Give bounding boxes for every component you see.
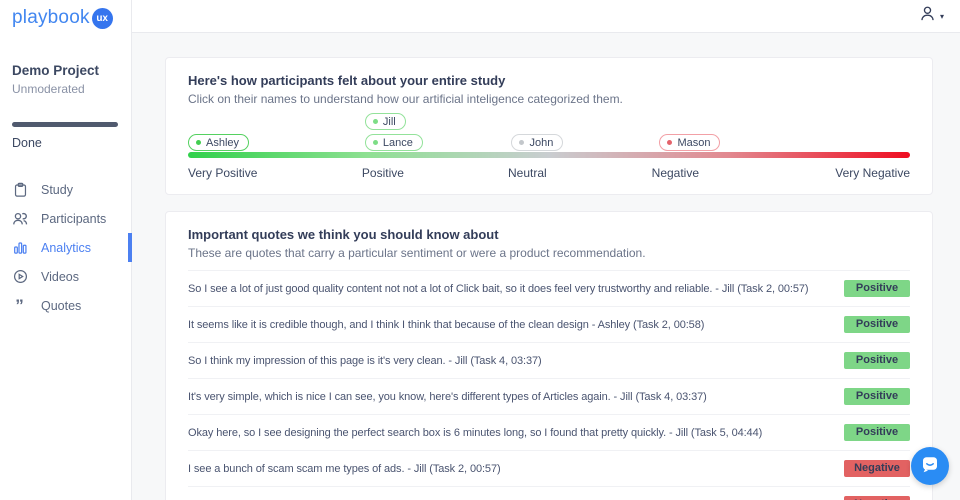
sidebar-item-label: Videos — [41, 269, 79, 284]
sentiment-card-title: Here's how participants felt about your … — [188, 73, 506, 88]
project-type: Unmoderated — [12, 82, 85, 96]
participant-name: Jill — [382, 115, 396, 128]
sidebar-item-study[interactable]: Study — [0, 175, 131, 204]
participant-name: John — [529, 136, 554, 149]
sidebar-item-label: Study — [41, 182, 73, 197]
sentiment-dot — [372, 140, 378, 145]
participant-chip-ashley[interactable]: Ashley — [188, 134, 250, 151]
scale-label-very-negative: Very Negative — [835, 166, 910, 180]
sentiment-badge: Negative — [844, 460, 910, 477]
sentiment-badge: Positive — [844, 424, 910, 441]
quotes-card: Important quotes we think you should kno… — [165, 211, 933, 500]
sidebar-item-participants[interactable]: Participants — [0, 204, 131, 233]
sentiment-badge: Negative — [844, 496, 910, 500]
logo-ux-badge: ux — [91, 7, 113, 29]
quote-text: It's very simple, which is nice I can se… — [188, 390, 707, 403]
quote-text: So I think my impression of this page is… — [188, 354, 542, 367]
sidebar: playbook ux Demo Project Unmoderated Don… — [0, 0, 132, 500]
participant-chip-mason[interactable]: Mason — [659, 134, 721, 151]
main-column: ▾ Here's how participants felt about you… — [132, 0, 960, 500]
chat-bubble-icon — [920, 454, 940, 479]
sentiment-badge: Positive — [844, 388, 910, 405]
sidebar-item-label: Analytics — [41, 240, 92, 255]
sidebar-item-quotes[interactable]: ” Quotes — [0, 291, 131, 320]
bar-chart-icon — [12, 240, 28, 256]
scale-label-negative: Negative — [651, 166, 700, 180]
sidebar-item-label: Participants — [41, 211, 107, 226]
project-info: Demo Project Unmoderated — [0, 29, 131, 96]
scale-label-neutral: Neutral — [507, 166, 547, 180]
person-icon — [918, 4, 937, 28]
sentiment-badge: Positive — [844, 316, 910, 333]
sentiment-badge: Positive — [844, 280, 910, 297]
main-content: Here's how participants felt about your … — [132, 33, 960, 500]
scale-label-positive: Positive — [361, 166, 404, 180]
participant-name: Mason — [677, 136, 711, 149]
clipboard-icon — [12, 182, 28, 198]
sentiment-scale-labels: Very Positive Positive Neutral Negative … — [188, 166, 910, 181]
quote-row: So I think my impression of this page is… — [188, 342, 910, 378]
quotes-card-subtitle: These are quotes that carry a particular… — [188, 246, 646, 260]
quote-row: I see a bunch of scam scam me types of a… — [188, 450, 910, 486]
participant-name: Lance — [382, 136, 413, 149]
top-bar: ▾ — [132, 0, 960, 33]
participant-chip-jill[interactable]: Jill — [364, 113, 406, 130]
sentiment-gradient-bar — [188, 152, 910, 158]
account-menu[interactable]: ▾ — [918, 4, 944, 28]
quote-row: So I see a lot of just good quality cont… — [188, 270, 910, 306]
sentiment-dot — [372, 119, 378, 124]
people-icon — [12, 211, 28, 227]
quote-row: So that's the one thing I find really fr… — [188, 486, 910, 500]
playbookux-logo[interactable]: playbook ux — [0, 0, 131, 29]
sentiment-dot — [667, 140, 673, 145]
quotes-card-title: Important quotes we think you should kno… — [188, 227, 499, 242]
scale-label-very-positive: Very Positive — [188, 166, 258, 180]
sentiment-card-subtitle: Click on their names to understand how o… — [188, 92, 623, 106]
sidebar-item-videos[interactable]: Videos — [0, 262, 131, 291]
quote-row: Okay here, so I see designing the perfec… — [188, 414, 910, 450]
play-circle-icon — [12, 269, 28, 285]
sentiment-dot — [519, 140, 525, 145]
logo-text: playbook — [12, 7, 90, 28]
sidebar-item-label: Quotes — [41, 298, 82, 313]
quote-text: So I see a lot of just good quality cont… — [188, 282, 809, 295]
quote-text: Okay here, so I see designing the perfec… — [188, 426, 763, 439]
participant-chip-area: Ashley Jill Lance John Mason — [188, 112, 910, 152]
sentiment-dot — [196, 140, 201, 145]
participant-name: Ashley — [206, 136, 240, 149]
quote-list: So I see a lot of just good quality cont… — [188, 270, 910, 500]
sentiment-badge: Positive — [844, 352, 910, 369]
chat-widget-button[interactable] — [911, 447, 949, 485]
sentiment-card: Here's how participants felt about your … — [165, 57, 933, 195]
participant-chip-john[interactable]: John — [511, 134, 564, 151]
project-name: Demo Project — [12, 63, 100, 78]
quote-row: It seems like it is credible though, and… — [188, 306, 910, 342]
chevron-down-icon: ▾ — [939, 11, 944, 21]
quote-row: It's very simple, which is nice I can se… — [188, 378, 910, 414]
participant-chip-lance[interactable]: Lance — [364, 134, 423, 151]
quote-text: It seems like it is credible though, and… — [188, 318, 705, 331]
sidebar-nav: Study Participants Analytics Videos — [0, 175, 132, 320]
sidebar-item-analytics[interactable]: Analytics — [0, 233, 132, 262]
quotation-marks-icon: ” — [15, 295, 25, 315]
project-status-label: Done — [12, 136, 42, 150]
quote-text: I see a bunch of scam scam me types of a… — [188, 462, 501, 475]
project-progress-bar — [12, 122, 118, 127]
